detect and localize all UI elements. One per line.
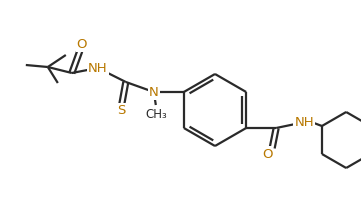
- Text: O: O: [77, 37, 87, 51]
- Text: NH: NH: [294, 115, 314, 129]
- Text: CH₃: CH₃: [145, 108, 167, 121]
- Text: N: N: [149, 86, 159, 98]
- Text: O: O: [262, 147, 273, 161]
- Text: NH: NH: [88, 61, 108, 75]
- Text: S: S: [117, 104, 125, 118]
